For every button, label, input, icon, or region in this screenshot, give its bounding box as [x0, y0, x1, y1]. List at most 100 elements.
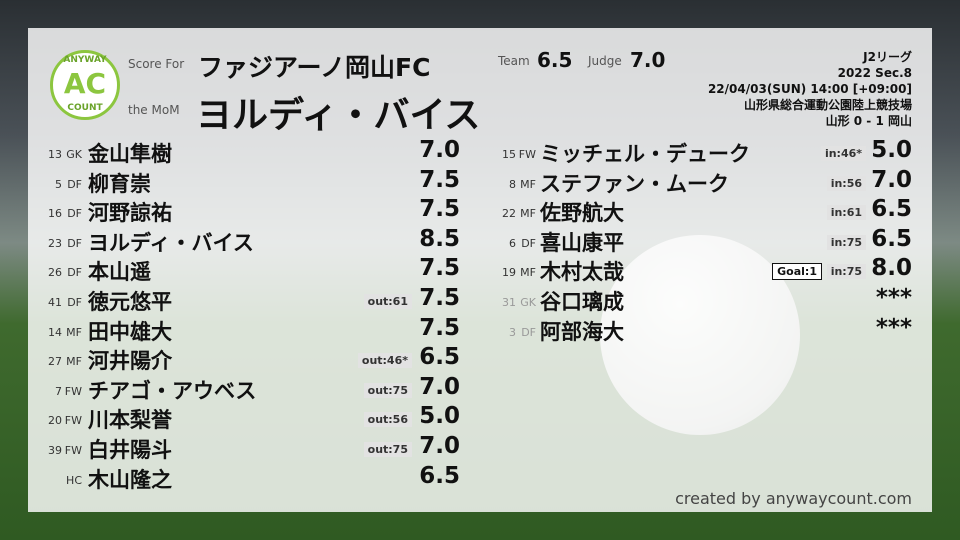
player-position: MF [520, 266, 536, 280]
logo-mid: AC [63, 67, 107, 100]
sub-tag: out:56 [363, 412, 412, 428]
player-name: 木山隆之 [88, 467, 172, 492]
player-number: 5 [55, 177, 62, 191]
team-name: ファジアーノ岡山FC [198, 53, 431, 82]
player-score: 8.5 [419, 225, 460, 252]
judge-label: Judge [588, 54, 622, 68]
player-position: DF [67, 296, 82, 309]
player-number: 13 [48, 148, 62, 161]
player-name: ヨルディ・バイス [88, 230, 254, 255]
player-number: 26 [48, 266, 62, 280]
player-name: 田中雄大 [88, 319, 172, 344]
player-number: 23 [48, 236, 62, 250]
player-position: GK [520, 296, 536, 309]
player-position: DF [67, 207, 82, 221]
player-score: 5.0 [419, 403, 460, 430]
player-name: 柳育崇 [88, 171, 151, 196]
player-name: 川本梨誉 [88, 408, 172, 433]
score-for-label: Score For [128, 57, 185, 71]
team-score: 6.5 [537, 48, 573, 72]
player-position: MF [66, 325, 82, 339]
logo-bottom: COUNT [67, 103, 103, 113]
player-score: 7.5 [419, 196, 460, 223]
sub-tag: out:75 [363, 442, 412, 457]
sub-tag: in:75 [826, 234, 866, 250]
player-score: 8.0 [871, 255, 912, 282]
player-position: MF [520, 207, 536, 221]
player-number: 7 [55, 384, 62, 398]
player-name: 佐野航大 [540, 201, 624, 226]
player-number: 41 [48, 296, 62, 309]
player-score: 5.0 [871, 137, 912, 163]
player-position: MF [520, 177, 536, 191]
datetime: 22/04/03(SUN) 14:00 [+09:00] [707, 82, 912, 96]
sub-tag: in:56 [826, 175, 866, 191]
sub-tag: in:75 [826, 264, 866, 280]
sub-tag: out:75 [363, 382, 412, 398]
player-number: 20 [48, 414, 62, 428]
player-name: 河井陽介 [88, 349, 172, 374]
player-name: ミッチェル・デューク [540, 142, 750, 166]
sub-tag: out:46* [357, 353, 412, 369]
player-score: 7.0 [419, 137, 460, 163]
player-position: FW [64, 444, 82, 457]
result: 山形 0 - 1 岡山 [825, 114, 912, 128]
player-position: MF [66, 355, 82, 369]
player-position: GK [66, 148, 82, 161]
player-score: 7.0 [871, 166, 912, 193]
player-name: 阿部海大 [540, 319, 624, 344]
player-position: DF [67, 236, 82, 250]
player-name: チアゴ・アウベス [88, 378, 257, 403]
player-score: 6.5 [871, 225, 912, 252]
player-name: 木村太哉 [540, 260, 624, 285]
player-score: 7.5 [419, 285, 460, 311]
player-score: *** [875, 285, 912, 311]
player-score: 7.0 [419, 433, 460, 459]
judge-score: 7.0 [630, 48, 666, 72]
player-name: 喜山康平 [540, 230, 624, 255]
player-position: DF [67, 177, 82, 191]
player-score: 6.5 [419, 344, 460, 371]
player-score: 7.5 [419, 166, 460, 193]
league: J2リーグ [863, 50, 912, 64]
season: 2022 Sec.8 [837, 66, 912, 80]
sub-tag: out:61 [363, 294, 412, 309]
venue: 山形県総合運動公園陸上競技場 [743, 98, 912, 112]
logo-top: ANYWAY [63, 55, 107, 65]
logo: ANYWAY AC COUNT [50, 50, 120, 120]
footer: created by anywaycount.com [675, 489, 912, 508]
player-number: 15 [502, 148, 516, 161]
player-score: 6.5 [871, 196, 912, 223]
player-number: 3 [509, 325, 516, 339]
sub-tag: in:46* [820, 146, 866, 161]
player-position: FW [518, 148, 536, 161]
sub-tag: in:61 [826, 205, 866, 221]
player-position: FW [64, 384, 82, 398]
player-name: 本山遥 [88, 260, 151, 285]
player-number: 22 [502, 207, 516, 221]
mom-label: the MoM [128, 103, 180, 117]
goal-tag: Goal:1 [772, 263, 822, 281]
player-name: 徳元悠平 [88, 290, 172, 314]
player-number: 39 [48, 444, 62, 457]
player-score: 7.5 [419, 255, 460, 282]
player-score: 6.5 [419, 462, 460, 489]
player-score: 7.5 [419, 314, 460, 341]
player-number: 8 [509, 177, 516, 191]
player-number: 14 [48, 325, 62, 339]
player-number: 27 [48, 355, 62, 369]
player-position: HC [66, 473, 82, 487]
player-name: ステファン・ムーク [540, 171, 729, 196]
player-number: 19 [502, 266, 516, 280]
player-name: 白井陽斗 [88, 438, 172, 462]
team-label: Team [498, 54, 530, 68]
player-position: DF [521, 325, 536, 339]
player-name: 河野諒祐 [88, 201, 172, 226]
player-number: 31 [502, 296, 516, 309]
player-position: DF [521, 236, 536, 250]
player-name: 谷口璃成 [540, 290, 624, 314]
player-position: FW [64, 414, 82, 428]
player-number: 16 [48, 207, 62, 221]
player-position: DF [67, 266, 82, 280]
